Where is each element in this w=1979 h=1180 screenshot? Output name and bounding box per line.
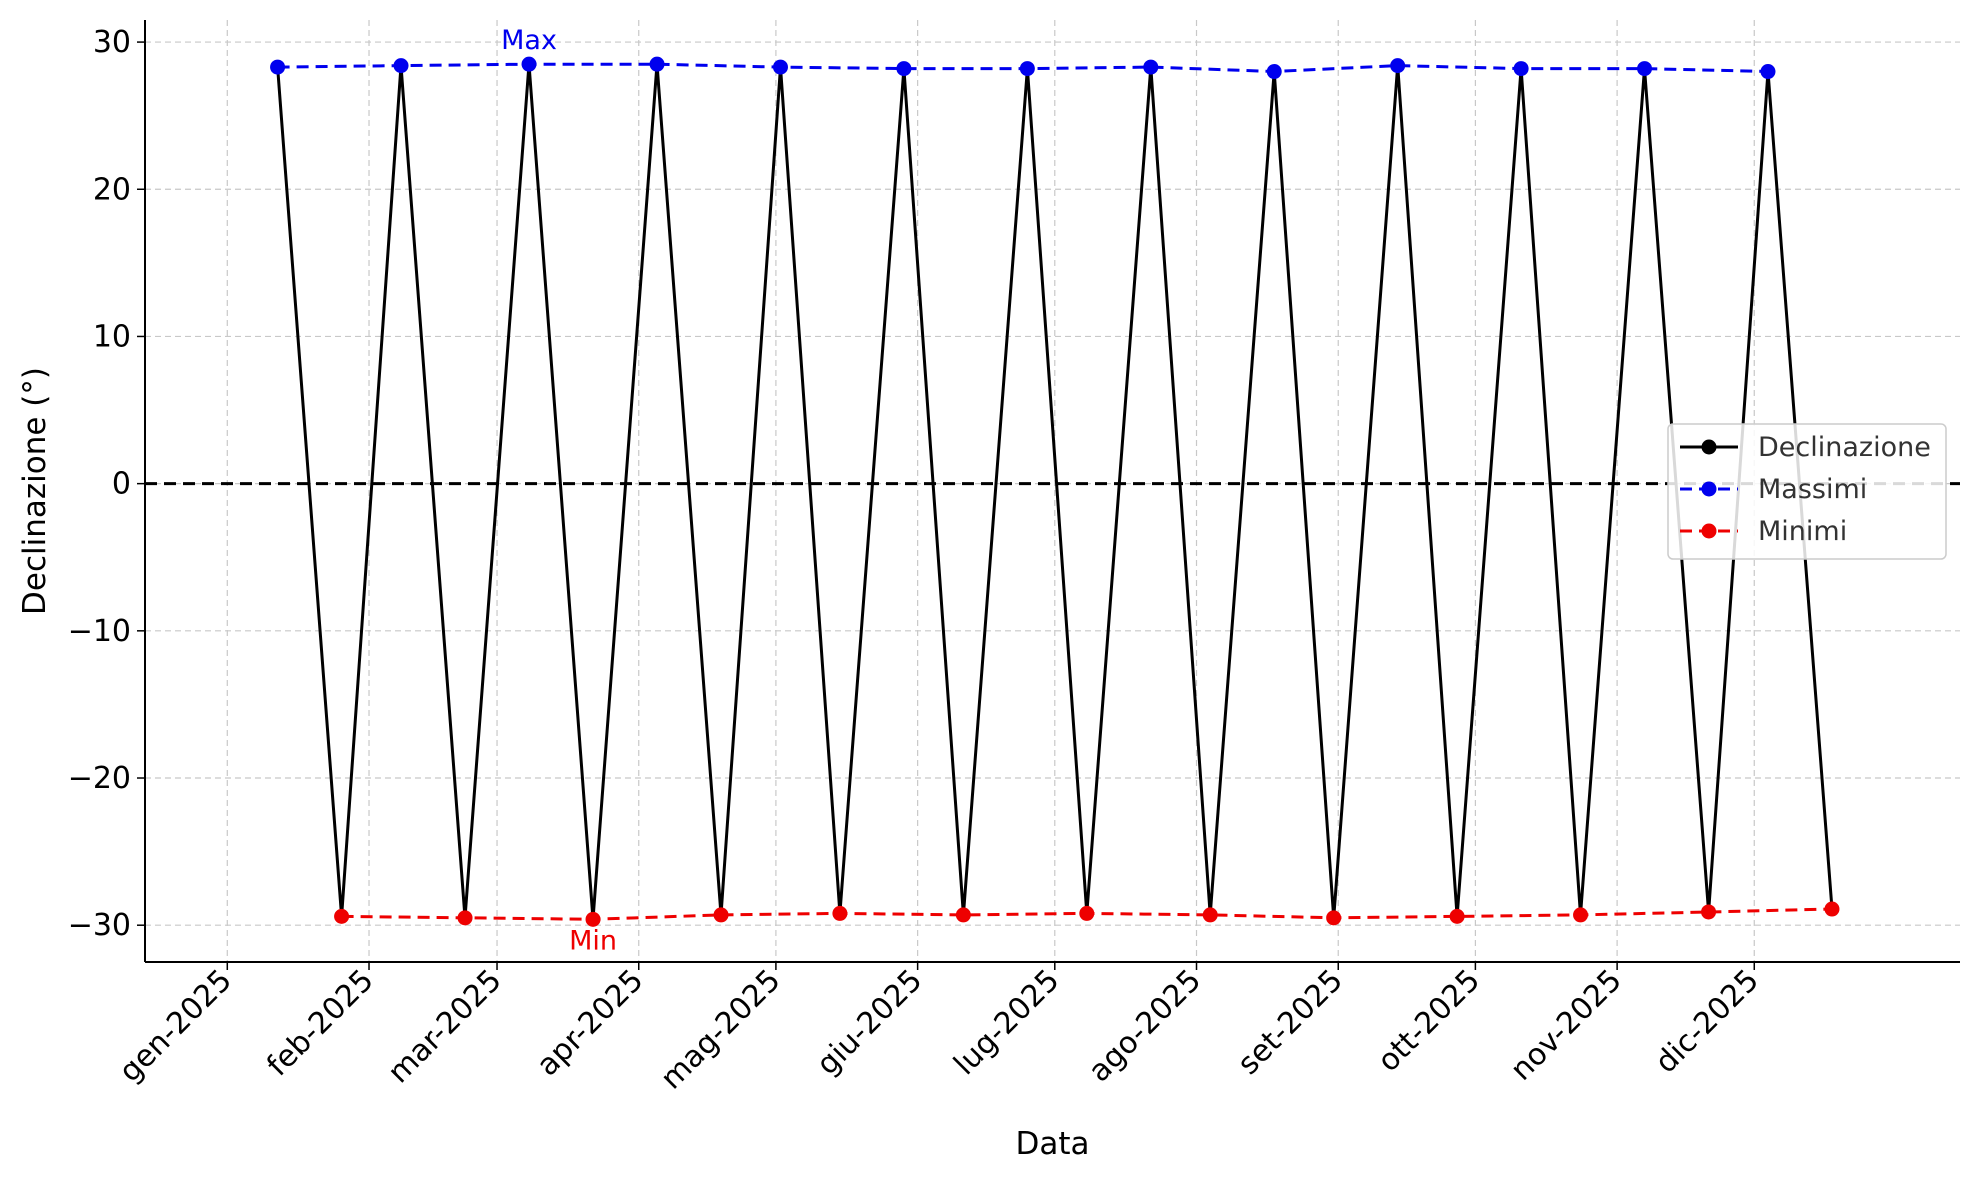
minimi-point <box>457 910 473 926</box>
minimi-point <box>1824 901 1840 917</box>
declinazione-line <box>276 62 1834 921</box>
x-axis-ticks: gen-2025 feb-2025 mar-2025 apr-2025 mag-2025… <box>113 962 1766 1096</box>
legend-box <box>1667 423 1947 560</box>
grid-lines <box>145 20 1960 962</box>
y-axis-ticks: 30 20 10 0 −10 −20 −30 <box>68 25 145 943</box>
massimi-point <box>270 59 286 75</box>
legend-minimi-marker <box>1701 523 1717 539</box>
massimi-point <box>772 59 788 75</box>
massimi-point <box>649 56 665 72</box>
massimi-point <box>1513 61 1529 77</box>
minimi-point <box>1326 910 1342 926</box>
x-tick-label: set-2025 <box>1231 963 1350 1082</box>
legend-massimi-label: Massimi <box>1758 474 1867 505</box>
x-tick-label: giu-2025 <box>810 963 929 1082</box>
y-tick-label: −30 <box>68 908 131 943</box>
minimi-point <box>1449 908 1465 924</box>
y-tick-label: −10 <box>68 614 131 649</box>
minimi-point <box>1573 907 1589 923</box>
legend-minimi-label: Minimi <box>1758 516 1847 547</box>
massimi-point <box>521 56 537 72</box>
massimi-point <box>1143 59 1159 75</box>
minimi-point <box>713 907 729 923</box>
minimi-point <box>1701 904 1717 920</box>
legend-massimi-marker <box>1701 481 1717 497</box>
y-axis-label: Declinazione (°) <box>17 367 53 615</box>
markers-group <box>270 56 1840 927</box>
y-tick-label: −20 <box>68 761 131 796</box>
minimi-point <box>1202 907 1218 923</box>
minimi-point <box>585 911 601 927</box>
x-tick-label: apr-2025 <box>530 963 650 1083</box>
y-tick-label: 0 <box>112 467 131 502</box>
y-tick-label: 20 <box>93 172 131 207</box>
legend-declinazione-marker <box>1701 439 1717 455</box>
x-tick-label: gen-2025 <box>113 963 239 1089</box>
legend: Declinazione Massimi Minimi <box>1667 423 1947 560</box>
annotations: Max Min <box>501 25 617 956</box>
x-axis-label: Data <box>1015 1126 1089 1162</box>
massimi-point <box>1760 64 1776 80</box>
massimi-point <box>1019 61 1035 77</box>
x-tick-label: lug-2025 <box>947 963 1066 1082</box>
x-tick-label: dic-2025 <box>1649 963 1766 1080</box>
massimi-point <box>896 61 912 77</box>
minimi-point <box>1079 905 1095 921</box>
axes <box>144 20 1960 963</box>
x-tick-label: nov-2025 <box>1504 963 1629 1088</box>
legend-declinazione-label: Declinazione <box>1758 432 1931 463</box>
minimi-point <box>832 905 848 921</box>
x-tick-label: mag-2025 <box>654 963 788 1097</box>
minimi-point <box>334 908 350 924</box>
massimi-point <box>1390 58 1406 74</box>
x-tick-label: mar-2025 <box>381 963 508 1090</box>
annotation-max: Max <box>501 25 557 56</box>
x-tick-label: ott-2025 <box>1371 963 1487 1079</box>
minimi-point <box>955 907 971 923</box>
y-tick-label: 10 <box>93 319 131 354</box>
annotation-min: Min <box>569 925 617 956</box>
x-tick-label: ago-2025 <box>1082 963 1208 1089</box>
massimi-point <box>393 58 409 74</box>
y-tick-label: 30 <box>93 25 131 60</box>
massimi-point <box>1266 64 1282 80</box>
x-tick-label: feb-2025 <box>260 963 380 1083</box>
massimi-point <box>1637 61 1653 77</box>
